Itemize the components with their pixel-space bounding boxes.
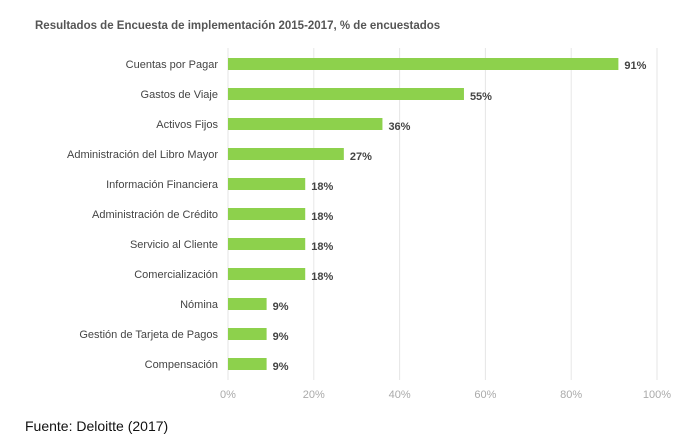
category-label: Compensación [145,359,218,371]
x-tick-label: 60% [474,389,496,401]
x-tick-label: 100% [643,389,671,401]
bar [228,88,464,100]
bar [228,328,267,340]
category-label: Gestión de Tarjeta de Pagos [79,329,218,341]
bar [228,178,306,190]
data-label: 9% [273,331,289,343]
category-label: Comercialización [134,269,218,281]
bar [228,58,619,70]
x-tick-label: 20% [303,389,325,401]
category-label: Cuentas por Pagar [126,59,219,71]
data-label: 91% [624,60,646,72]
category-label: Información Financiera [106,179,219,191]
category-label: Administración de Crédito [92,209,218,221]
x-tick-label: 80% [560,389,582,401]
category-label: Servicio al Cliente [130,239,218,251]
data-label: 18% [311,181,333,193]
data-label: 9% [273,361,289,373]
bar [228,208,306,220]
bar [228,298,267,310]
data-label: 55% [470,91,492,103]
category-label: Nómina [180,299,219,311]
data-label: 18% [311,211,333,223]
category-label: Gastos de Viaje [141,89,218,101]
data-label: 9% [273,301,289,313]
x-tick-label: 0% [220,389,236,401]
bar [228,118,383,130]
source-note: Fuente: Deloitte (2017) [25,418,169,434]
bar [228,148,344,160]
category-label: Activos Fijos [156,119,218,131]
category-label: Administración del Libro Mayor [67,149,218,161]
data-label: 18% [311,241,333,253]
data-label: 36% [388,121,410,133]
chart-title: Resultados de Encuesta de implementación… [35,20,441,32]
data-label: 18% [311,271,333,283]
bar [228,268,306,280]
x-tick-label: 40% [389,389,411,401]
bar [228,238,306,250]
bar [228,358,267,370]
data-label: 27% [350,151,372,163]
